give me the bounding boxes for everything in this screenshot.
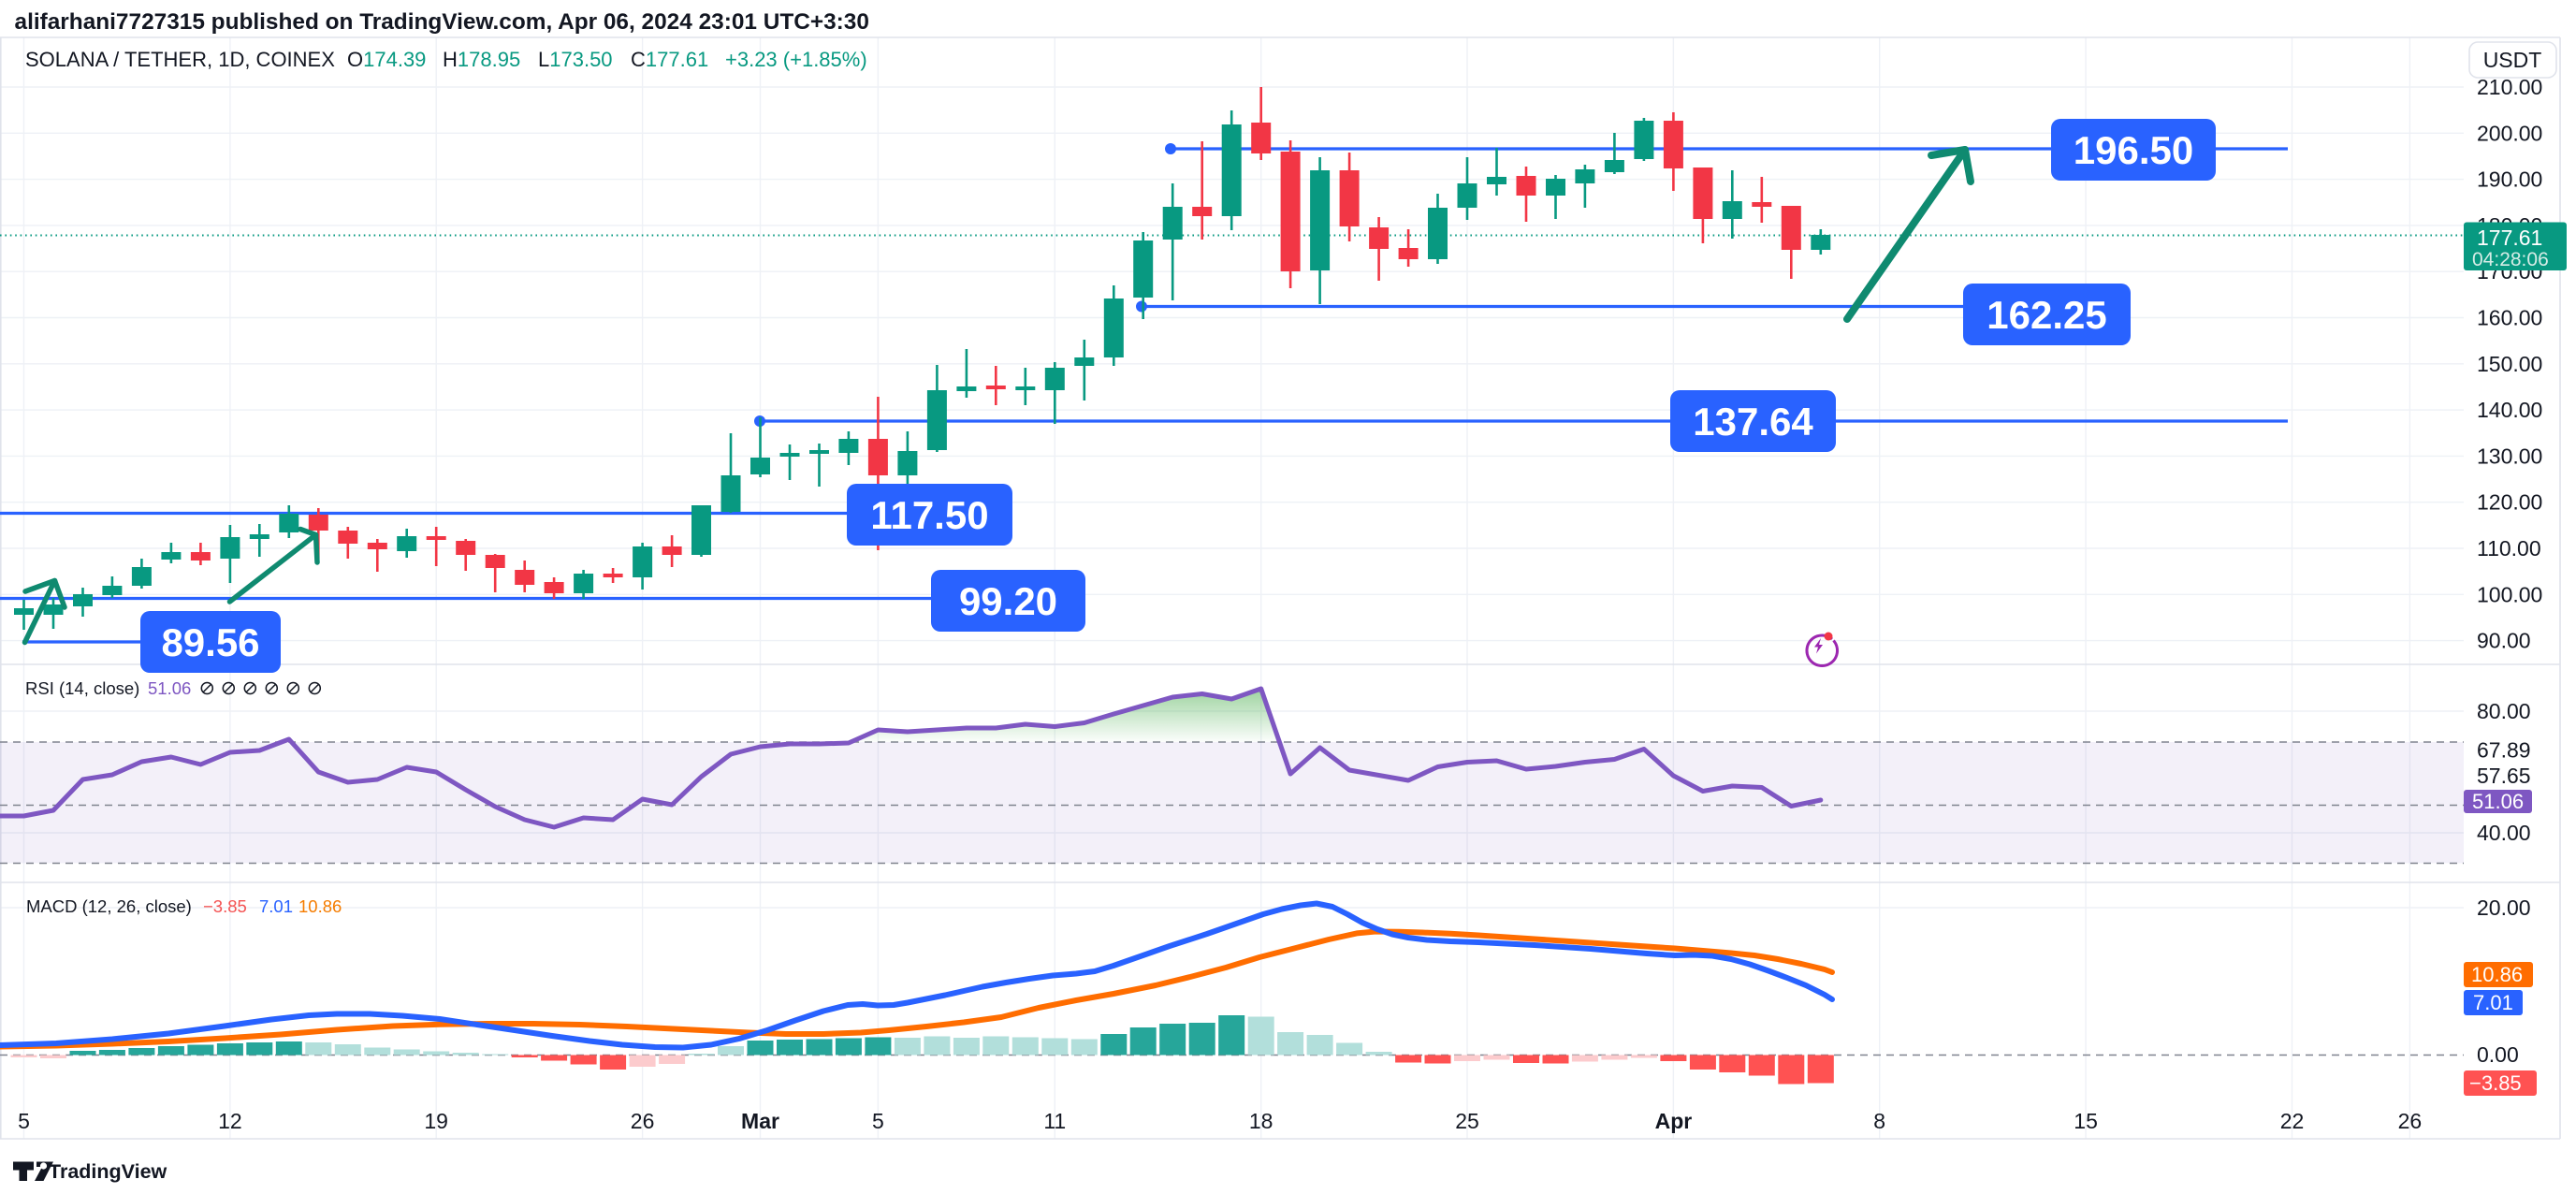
svg-text:19: 19 (424, 1109, 448, 1133)
svg-text:51.06: 51.06 (148, 678, 191, 698)
svg-text:12: 12 (218, 1109, 242, 1133)
svg-text:0.00: 0.00 (2477, 1042, 2519, 1067)
svg-text:−3.85: −3.85 (203, 896, 247, 916)
svg-text:162.25: 162.25 (1987, 293, 2106, 337)
svg-text:40.00: 40.00 (2477, 821, 2531, 845)
svg-text:15: 15 (2074, 1109, 2098, 1133)
svg-text:51.06: 51.06 (2472, 790, 2524, 813)
svg-text:Apr: Apr (1655, 1109, 1693, 1133)
svg-text:−3.85: −3.85 (2469, 1071, 2522, 1095)
svg-text:MACD (12, 26, close): MACD (12, 26, close) (26, 896, 192, 916)
svg-text:99.20: 99.20 (959, 579, 1057, 623)
svg-text:90.00: 90.00 (2477, 629, 2531, 653)
svg-text:O174.39: O174.39 (347, 48, 426, 71)
svg-text:USDT: USDT (2483, 48, 2542, 72)
svg-text:18: 18 (1249, 1109, 1273, 1133)
svg-text:200.00: 200.00 (2477, 121, 2542, 145)
svg-text:196.50: 196.50 (2074, 128, 2193, 172)
svg-text:130.00: 130.00 (2477, 444, 2542, 468)
svg-text:10.86: 10.86 (2471, 963, 2523, 986)
svg-text:RSI (14, close): RSI (14, close) (25, 678, 139, 698)
svg-text:120.00: 120.00 (2477, 490, 2542, 515)
svg-text:5: 5 (872, 1109, 884, 1133)
svg-text:TradingView: TradingView (49, 1160, 167, 1183)
svg-text:C177.61: C177.61 (631, 48, 708, 71)
svg-text:140.00: 140.00 (2477, 398, 2542, 422)
svg-text:20.00: 20.00 (2477, 896, 2531, 920)
svg-text:57.65: 57.65 (2477, 764, 2531, 788)
svg-text:10.86: 10.86 (298, 896, 342, 916)
svg-text:100.00: 100.00 (2477, 582, 2542, 606)
svg-text:25: 25 (1455, 1109, 1479, 1133)
svg-text:H178.95: H178.95 (443, 48, 520, 71)
svg-text:11: 11 (1043, 1109, 1066, 1133)
svg-text:80.00: 80.00 (2477, 699, 2531, 723)
svg-text:04:28:06: 04:28:06 (2472, 249, 2549, 270)
svg-text:7.01: 7.01 (259, 896, 293, 916)
svg-text:210.00: 210.00 (2477, 75, 2542, 99)
svg-text:alifarhani7727315 published on: alifarhani7727315 published on TradingVi… (15, 9, 869, 35)
svg-text:117.50: 117.50 (870, 493, 988, 537)
svg-text:190.00: 190.00 (2477, 167, 2542, 192)
svg-text:89.56: 89.56 (161, 620, 259, 664)
svg-text:L173.50: L173.50 (538, 48, 613, 71)
svg-text:160.00: 160.00 (2477, 306, 2542, 330)
svg-text:8: 8 (1873, 1109, 1885, 1133)
svg-text:7.01: 7.01 (2473, 991, 2513, 1014)
svg-text:Mar: Mar (741, 1109, 779, 1133)
svg-text:5: 5 (18, 1109, 30, 1133)
svg-text:67.89: 67.89 (2477, 738, 2531, 763)
svg-text:SOLANA / TETHER, 1D, COINEX: SOLANA / TETHER, 1D, COINEX (25, 48, 335, 71)
svg-text:22: 22 (2280, 1109, 2305, 1133)
svg-text:26: 26 (631, 1109, 655, 1133)
svg-text:150.00: 150.00 (2477, 352, 2542, 376)
svg-text:110.00: 110.00 (2477, 536, 2541, 561)
svg-text:+3.23 (+1.85%): +3.23 (+1.85%) (725, 48, 867, 71)
svg-text:177.61: 177.61 (2477, 226, 2542, 250)
svg-text:26: 26 (2398, 1109, 2423, 1133)
svg-text:137.64: 137.64 (1693, 400, 1813, 444)
